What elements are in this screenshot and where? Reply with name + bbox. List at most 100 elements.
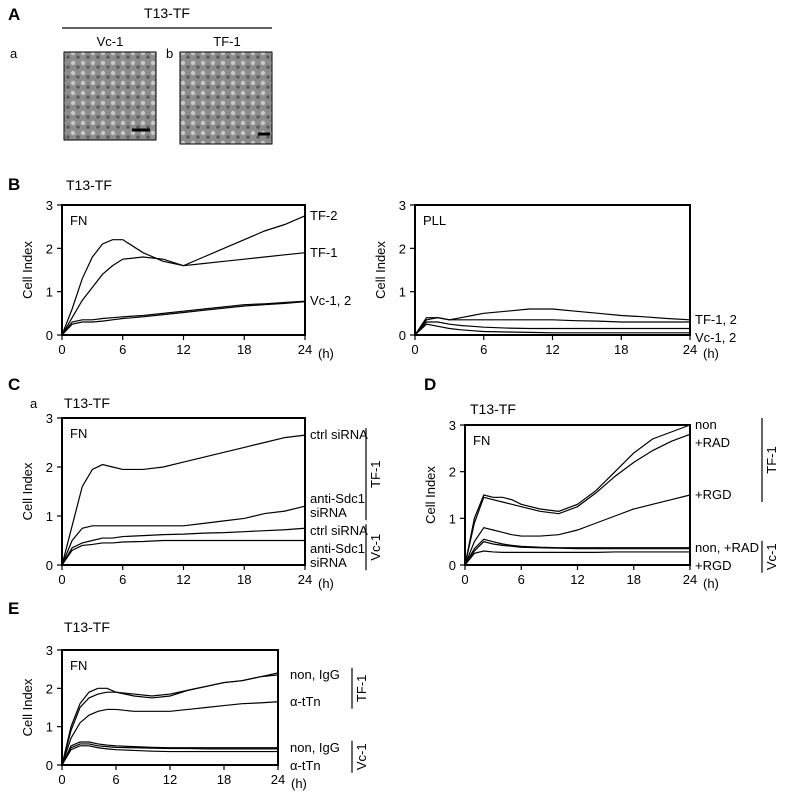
series-label: ctrl siRNA	[310, 428, 368, 443]
series-label-box: Vc-1, 2	[310, 294, 352, 309]
x-tick-label: 24	[298, 572, 312, 587]
x-tick-label: 18	[627, 572, 641, 587]
panel-letter: E	[8, 599, 19, 618]
group-label: TF-1	[764, 446, 779, 473]
y-tick-label: 0	[46, 328, 53, 343]
y-axis-label: Cell Index	[20, 462, 35, 520]
line-series	[61, 301, 306, 336]
x-tick-label: 6	[119, 572, 126, 587]
x-axis-label: (h)	[703, 346, 719, 361]
group-label: Vc-1	[368, 534, 383, 561]
line-series	[61, 527, 306, 566]
y-tick-label: 2	[449, 465, 456, 480]
subpanel-letter: b	[166, 46, 173, 61]
line-series	[61, 300, 306, 336]
x-tick-label: 12	[570, 572, 584, 587]
series-label-box: ctrl siRNA	[310, 524, 368, 539]
x-tick-label: 6	[480, 342, 487, 357]
line-series	[464, 433, 691, 566]
series-label-box: α-tTn	[290, 694, 321, 709]
series-label: +RAD	[695, 436, 731, 450]
x-tick-label: 18	[614, 342, 628, 357]
x-axis-label: (h)	[703, 576, 719, 591]
series-label-box: +RGD	[695, 488, 731, 502]
series-label-box: non	[695, 418, 717, 432]
x-tick-label: 0	[461, 572, 468, 587]
group-label: Vc-1	[764, 543, 779, 570]
series-label-box: anti-Sdc1 siRNA	[310, 492, 365, 521]
x-axis-label: (h)	[318, 346, 334, 361]
x-tick-label: 24	[271, 772, 285, 787]
line-series	[61, 741, 278, 766]
plot-label: FN	[70, 213, 87, 228]
x-tick-label: 18	[217, 772, 231, 787]
series-label-box: non, +RAD	[695, 541, 759, 555]
series-label: TF-1, 2	[695, 312, 737, 327]
chart-title: T13-TF	[64, 395, 110, 411]
group-label: TF-1	[354, 675, 369, 702]
line-series	[464, 424, 691, 566]
series-label: Vc-1, 2	[310, 294, 352, 309]
series-label: TF-1	[310, 245, 338, 260]
line-series	[61, 434, 306, 566]
y-tick-label: 2	[46, 241, 53, 256]
x-tick-label: 18	[237, 342, 251, 357]
plot-frame	[464, 424, 691, 566]
group-label: TF-1	[368, 460, 383, 487]
x-tick-label: 0	[58, 772, 65, 787]
y-axis-label: Cell Index	[20, 678, 35, 736]
y-tick-label: 1	[46, 720, 53, 735]
chart-title: T13-TF	[64, 619, 110, 635]
line-series	[464, 541, 690, 566]
y-tick-label: 1	[46, 285, 53, 300]
x-tick-label: 6	[112, 772, 119, 787]
series-label: non, +RAD	[695, 540, 759, 555]
x-axis-label: (h)	[318, 576, 334, 591]
x-tick-label: 12	[176, 342, 190, 357]
x-tick-label: 24	[298, 342, 312, 357]
micrograph	[179, 51, 273, 145]
line-series	[61, 672, 279, 766]
series-label: anti-Sdc1 siRNA	[310, 492, 365, 521]
micrograph	[63, 51, 157, 141]
plot-label: PLL	[423, 213, 446, 228]
x-tick-label: 0	[58, 572, 65, 587]
series-label: ctrl siRNA	[310, 524, 368, 539]
series-label-box: TF-2	[310, 209, 337, 223]
panel-title: T13-TF	[144, 5, 190, 21]
image-label: TF-1	[213, 34, 240, 49]
plot-label: FN	[70, 426, 87, 441]
subpanel-letter: a	[30, 396, 38, 411]
y-tick-label: 1	[399, 285, 406, 300]
y-tick-label: 3	[399, 198, 406, 213]
x-tick-label: 12	[545, 342, 559, 357]
x-tick-label: 0	[411, 342, 418, 357]
series-label-box: ctrl siRNA	[310, 428, 368, 443]
y-axis-label: Cell Index	[20, 241, 35, 299]
panel-letter: A	[8, 5, 20, 24]
y-tick-label: 2	[46, 460, 53, 475]
x-tick-label: 6	[119, 342, 126, 357]
group-label: Vc-1	[354, 743, 369, 770]
line-series	[61, 743, 278, 766]
plot-label: FN	[70, 658, 87, 673]
series-label: α-tTn	[290, 694, 321, 709]
y-tick-label: 0	[449, 558, 456, 573]
y-tick-label: 3	[449, 418, 456, 433]
plot-label: FN	[473, 433, 490, 448]
series-label: non, IgG	[290, 740, 340, 755]
x-tick-label: 24	[683, 342, 697, 357]
y-tick-label: 3	[46, 643, 53, 658]
y-axis-label: Cell Index	[373, 241, 388, 299]
y-tick-label: 0	[46, 758, 53, 773]
x-tick-label: 12	[176, 572, 190, 587]
x-axis-label: (h)	[291, 776, 307, 791]
series-label: non, IgG	[290, 667, 340, 682]
y-tick-label: 2	[46, 681, 53, 696]
series-label-box: non, IgG	[290, 740, 340, 755]
line-series	[464, 550, 690, 566]
series-label-box: TF-1	[310, 245, 338, 260]
line-series	[61, 252, 306, 336]
line-series	[61, 745, 278, 766]
